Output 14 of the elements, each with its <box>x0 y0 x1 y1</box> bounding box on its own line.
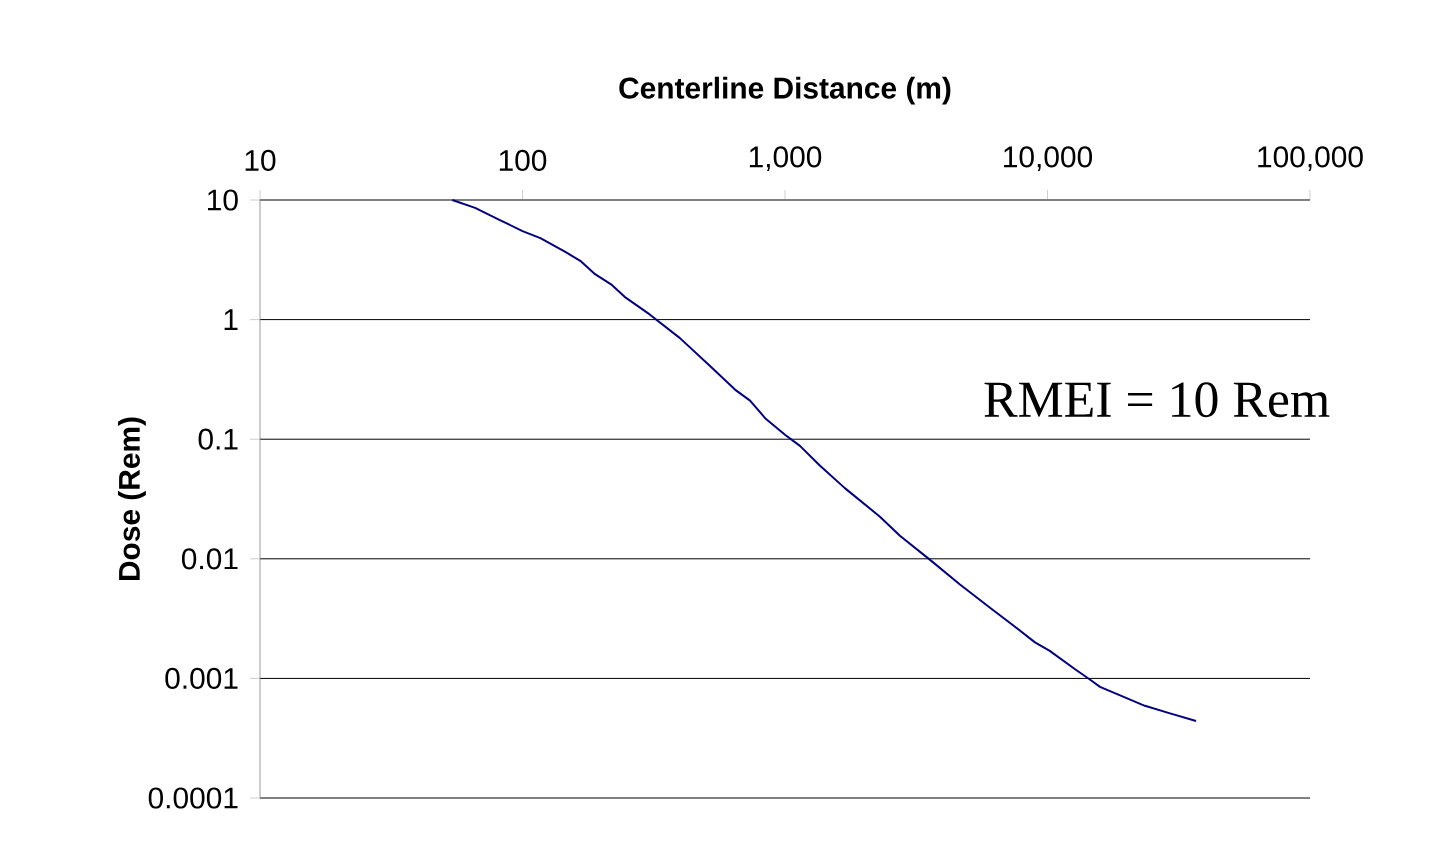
y-tick-label: 0.1 <box>198 428 238 450</box>
x-tick-label: 100,000 <box>1258 146 1363 171</box>
annotation: RMEI = 10 Rem <box>984 382 1330 418</box>
x-tick-label: 100 <box>499 149 547 171</box>
y-tick-label: 0.01 <box>181 548 238 570</box>
y-tick-label: 10 <box>208 189 238 211</box>
x-tick-label: 10,000 <box>1004 146 1093 171</box>
y-tick-label: 0.0001 <box>148 787 238 809</box>
x-axis-title: Centerline Distance (m) <box>619 76 951 105</box>
x-tick-label: 1,000 <box>749 146 822 171</box>
y-tick-label: 1 <box>224 309 238 330</box>
x-tick-label: 10 <box>245 149 276 171</box>
y-tick-label: 0.001 <box>165 667 238 689</box>
y-axis-title: Dose (Rem) <box>118 417 146 581</box>
